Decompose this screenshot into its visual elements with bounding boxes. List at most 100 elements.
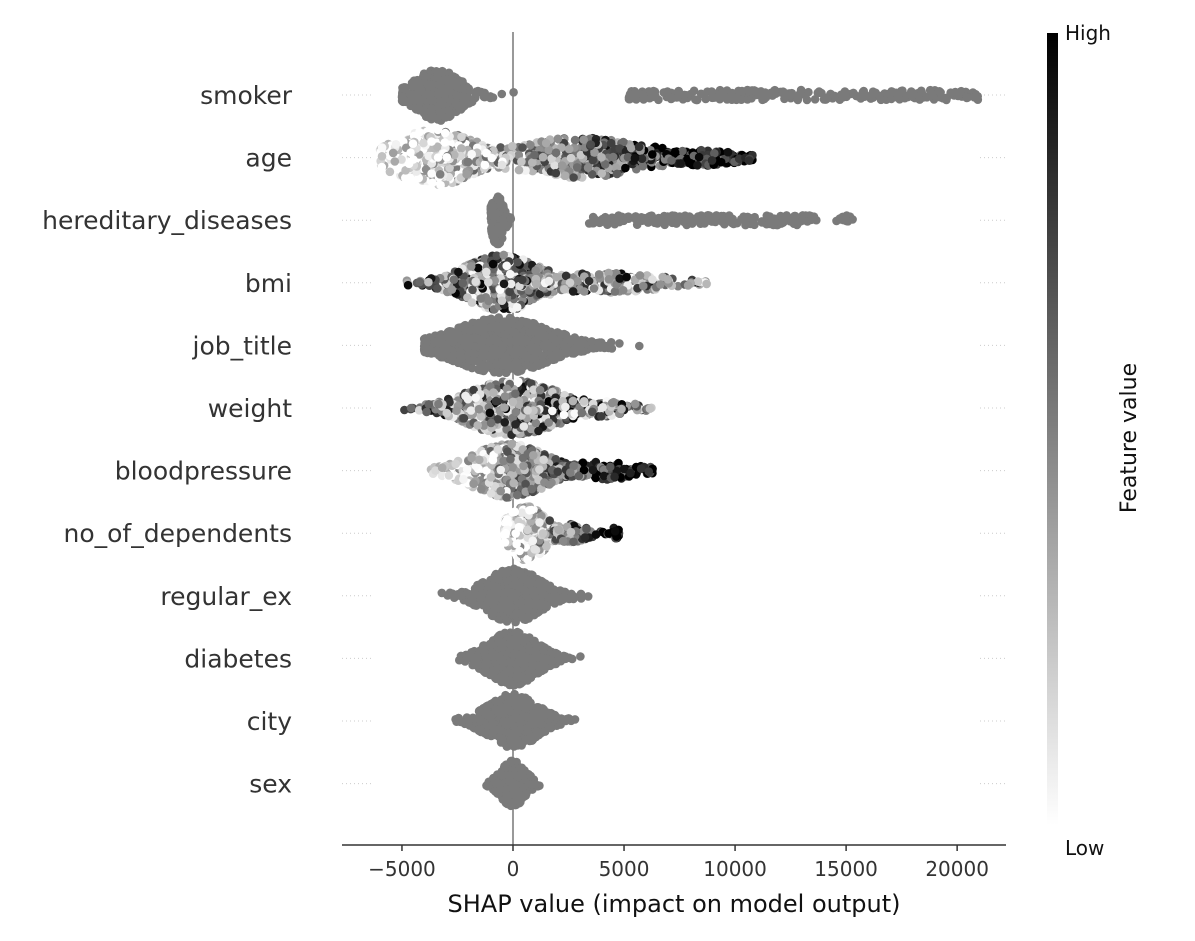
shap-point (842, 216, 851, 226)
shap-point (513, 490, 522, 500)
shap-point (391, 140, 401, 149)
shap-point (570, 135, 580, 145)
shap-point (861, 91, 871, 100)
shap-point (559, 410, 569, 420)
shap-point (445, 163, 454, 173)
shap-point (970, 93, 979, 102)
shap-point (587, 170, 597, 179)
shap-point (496, 486, 506, 496)
shap-point (807, 213, 817, 222)
shap-point (594, 270, 604, 279)
shap-point (486, 418, 496, 428)
shap-point (513, 257, 522, 267)
shap-point (514, 165, 524, 175)
feature-points-bloodpressure (426, 439, 657, 502)
shap-point (492, 337, 502, 347)
shap-point (618, 286, 628, 295)
shap-point (579, 135, 588, 144)
shap-point (440, 138, 450, 147)
shap-point (723, 147, 733, 157)
shap-point (663, 275, 673, 284)
shap-point (604, 275, 614, 284)
shap-point (507, 315, 516, 325)
shap-point (531, 418, 541, 428)
shap-point (535, 385, 545, 395)
shap-point (745, 86, 755, 96)
shap-point (680, 90, 689, 100)
shap-point (707, 156, 717, 165)
shap-point (694, 152, 704, 162)
shap-point (456, 151, 466, 161)
shap-point (514, 377, 523, 387)
shap-point (569, 173, 578, 182)
shap-point (560, 342, 570, 352)
shap-point (424, 277, 433, 287)
shap-point (473, 421, 483, 430)
shap-point (712, 211, 721, 220)
shap-point (486, 489, 496, 498)
feature-row-guides (342, 94, 1006, 785)
shap-point (433, 142, 442, 151)
shap-point (526, 140, 535, 150)
shap-point (623, 152, 633, 162)
shap-point (689, 86, 699, 96)
shap-point (583, 163, 593, 172)
shap-point (390, 157, 400, 166)
shap-point (548, 352, 557, 361)
shap-point (710, 149, 719, 158)
shap-point (617, 404, 626, 414)
shap-point (476, 360, 485, 369)
shap-point (663, 88, 672, 97)
shap-point (500, 392, 510, 401)
shap-point (638, 161, 648, 171)
shap-point (589, 284, 599, 293)
shap-point (420, 72, 429, 81)
shap-point (835, 214, 845, 223)
shap-point (786, 91, 795, 100)
shap-point (564, 144, 574, 154)
shap-point (551, 168, 561, 178)
shap-point (505, 269, 515, 279)
shap-point (544, 418, 553, 427)
shap-point (503, 447, 512, 457)
shap-point (489, 388, 498, 397)
shap-point (693, 161, 702, 170)
shap-point (936, 88, 945, 97)
shap-point (445, 327, 454, 336)
shap-point (767, 216, 776, 226)
shap-point (490, 323, 499, 332)
shap-point (622, 272, 631, 282)
shap-point (490, 236, 500, 245)
shap-point (414, 173, 424, 183)
shap-point (557, 161, 567, 170)
shap-point (550, 161, 559, 170)
shap-point (427, 137, 436, 146)
shap-point (696, 89, 706, 99)
shap-point (600, 160, 610, 169)
shap-point (528, 158, 537, 167)
shap-point (466, 406, 476, 415)
shap-point (532, 279, 541, 289)
shap-point (597, 412, 606, 421)
shap-point (580, 287, 589, 296)
shap-point (590, 148, 599, 157)
shap-point (730, 93, 739, 102)
shap-point (614, 212, 624, 221)
shap-point (541, 138, 551, 148)
shap-point (538, 152, 548, 162)
shap-point (466, 262, 476, 271)
shap-point (433, 125, 443, 135)
shap-point (485, 408, 495, 418)
shap-point (656, 280, 665, 289)
shap-point (545, 343, 555, 352)
shap-point (533, 359, 542, 369)
shap-point (438, 67, 448, 77)
shap-point (385, 167, 395, 177)
shap-point (459, 414, 469, 423)
shap-point (424, 400, 434, 409)
shap-point (460, 101, 469, 111)
shap-point (518, 275, 527, 285)
shap-point (810, 95, 820, 104)
shap-point (692, 95, 702, 105)
shap-point (502, 261, 512, 271)
